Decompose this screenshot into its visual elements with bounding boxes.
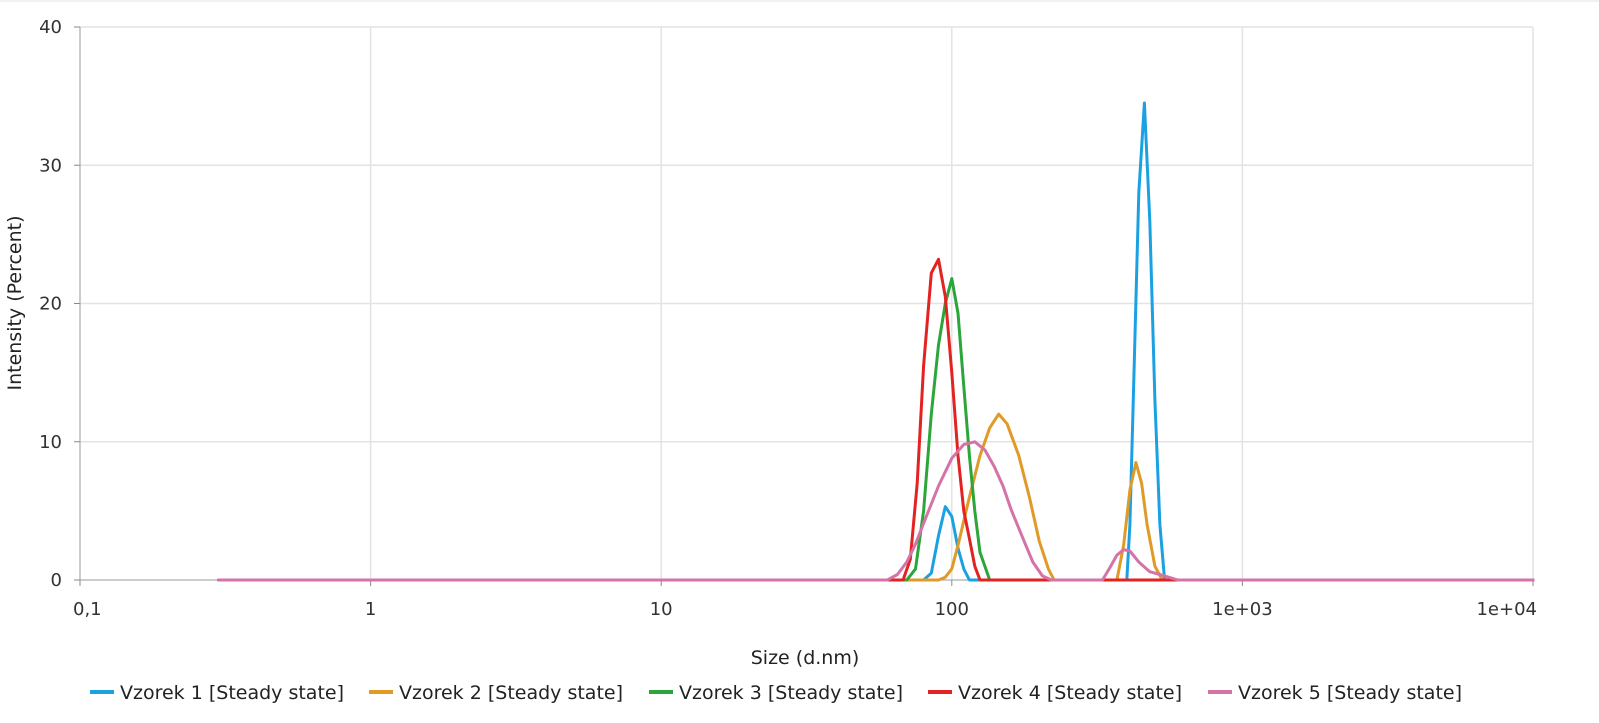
legend-label-4: Vzorek 4 [Steady state] [958, 682, 1182, 704]
series-line-5 [217, 440, 1535, 582]
x-tick-label: 1 [365, 599, 376, 620]
x-tick-labels: 0,1 1 10 100 1e+03 1e+04 [73, 599, 1537, 620]
series-line-3 [217, 277, 1535, 582]
series-line-4 [217, 257, 1535, 582]
x-tick-label: 1e+04 [1476, 599, 1537, 620]
x-tick-label: 10 [650, 599, 673, 620]
series-line-1 [217, 101, 1535, 582]
y-tick-label: 40 [39, 17, 62, 38]
legend-label-2: Vzorek 2 [Steady state] [399, 682, 623, 704]
x-tick-label: 1e+03 [1212, 599, 1273, 620]
y-tick-label: 30 [39, 155, 62, 176]
legend-label-1: Vzorek 1 [Steady state] [120, 682, 344, 704]
y-tick-label: 20 [39, 294, 62, 315]
grid [80, 26, 1534, 580]
legend-label-5: Vzorek 5 [Steady state] [1238, 682, 1462, 704]
axes [74, 26, 1534, 586]
series-layer [217, 101, 1535, 582]
x-axis-title: Size (d.nm) [751, 647, 860, 669]
y-tick-label: 10 [39, 432, 62, 453]
series-line-2 [217, 412, 1535, 582]
x-tick-label: 100 [935, 599, 969, 620]
legend: Vzorek 1 [Steady state] Vzorek 2 [Steady … [90, 682, 1462, 704]
x-tick-label: 0,1 [73, 599, 102, 620]
legend-label-3: Vzorek 3 [Steady state] [679, 682, 903, 704]
y-tick-labels: 0 10 20 30 40 [39, 17, 62, 591]
y-tick-label: 0 [51, 570, 62, 591]
y-axis-title: Intensity (Percent) [4, 215, 26, 390]
